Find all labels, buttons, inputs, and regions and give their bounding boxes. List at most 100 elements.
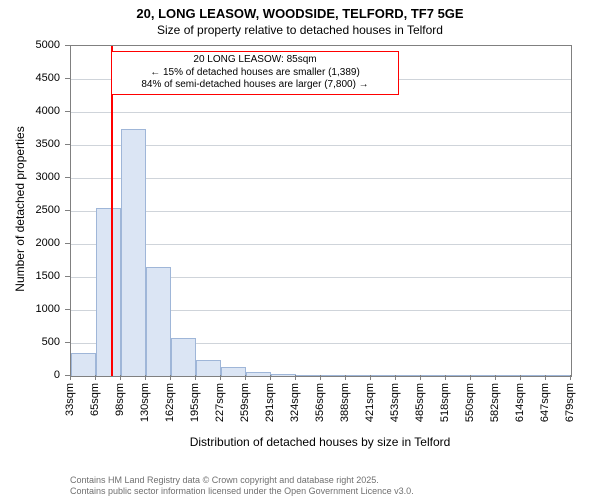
x-tick-mark bbox=[445, 375, 446, 380]
x-tick-mark bbox=[270, 375, 271, 380]
x-tick-label: 614sqm bbox=[514, 383, 526, 422]
y-tick-label: 1500 bbox=[0, 270, 60, 282]
histogram-bar bbox=[71, 353, 96, 376]
histogram-bar bbox=[471, 375, 496, 376]
x-tick-label: 227sqm bbox=[214, 383, 226, 422]
histogram-bar bbox=[396, 375, 421, 376]
histogram-bar bbox=[496, 375, 521, 376]
histogram-bar bbox=[446, 375, 471, 376]
x-tick-mark bbox=[170, 375, 171, 380]
histogram-bar bbox=[346, 375, 371, 376]
x-tick-label: 162sqm bbox=[164, 383, 176, 422]
y-tick-mark bbox=[65, 111, 70, 112]
y-tick-label: 3000 bbox=[0, 171, 60, 183]
x-tick-label: 453sqm bbox=[389, 383, 401, 422]
y-tick-mark bbox=[65, 45, 70, 46]
histogram-bar bbox=[221, 367, 246, 376]
grid-line bbox=[71, 244, 571, 245]
histogram-bar bbox=[421, 375, 446, 376]
y-tick-label: 0 bbox=[0, 369, 60, 381]
histogram-bar bbox=[121, 129, 146, 377]
annotation-line: 84% of semi-detached houses are larger (… bbox=[116, 79, 394, 92]
x-tick-label: 485sqm bbox=[414, 383, 426, 422]
x-tick-label: 291sqm bbox=[264, 383, 276, 422]
y-tick-label: 4500 bbox=[0, 72, 60, 84]
chart-container: { "title": { "main": "20, LONG LEASOW, W… bbox=[0, 0, 600, 500]
y-tick-label: 2000 bbox=[0, 237, 60, 249]
y-tick-mark bbox=[65, 78, 70, 79]
x-tick-mark bbox=[395, 375, 396, 380]
x-tick-mark bbox=[370, 375, 371, 380]
y-tick-mark bbox=[65, 177, 70, 178]
x-tick-label: 421sqm bbox=[364, 383, 376, 422]
x-tick-label: 679sqm bbox=[564, 383, 576, 422]
chart-title-sub: Size of property relative to detached ho… bbox=[0, 23, 600, 37]
x-tick-label: 324sqm bbox=[289, 383, 301, 422]
x-tick-label: 356sqm bbox=[314, 383, 326, 422]
x-axis-label: Distribution of detached houses by size … bbox=[70, 435, 570, 449]
x-tick-mark bbox=[295, 375, 296, 380]
x-tick-mark bbox=[70, 375, 71, 380]
histogram-bar bbox=[171, 338, 196, 376]
property-marker-line bbox=[111, 46, 113, 376]
x-tick-label: 259sqm bbox=[239, 383, 251, 422]
x-tick-mark bbox=[95, 375, 96, 380]
histogram-bar bbox=[146, 267, 171, 376]
x-tick-mark bbox=[545, 375, 546, 380]
y-tick-label: 1000 bbox=[0, 303, 60, 315]
chart-title-main: 20, LONG LEASOW, WOODSIDE, TELFORD, TF7 … bbox=[0, 6, 600, 21]
x-tick-mark bbox=[120, 375, 121, 380]
x-tick-mark bbox=[495, 375, 496, 380]
attribution-text: Contains HM Land Registry data © Crown c… bbox=[70, 475, 414, 497]
x-tick-mark bbox=[470, 375, 471, 380]
annotation-line: 20 LONG LEASOW: 85sqm bbox=[116, 54, 394, 67]
y-tick-label: 4000 bbox=[0, 105, 60, 117]
histogram-bar bbox=[96, 208, 121, 376]
histogram-bar bbox=[296, 375, 321, 376]
attribution-line: Contains HM Land Registry data © Crown c… bbox=[70, 475, 414, 486]
grid-line bbox=[71, 211, 571, 212]
histogram-bar bbox=[196, 360, 221, 377]
attribution-line: Contains public sector information licen… bbox=[70, 486, 414, 497]
x-tick-mark bbox=[420, 375, 421, 380]
x-tick-label: 550sqm bbox=[464, 383, 476, 422]
x-tick-mark bbox=[320, 375, 321, 380]
histogram-bar bbox=[521, 375, 546, 376]
x-tick-label: 33sqm bbox=[64, 383, 76, 416]
y-tick-label: 5000 bbox=[0, 39, 60, 51]
x-tick-label: 388sqm bbox=[339, 383, 351, 422]
y-tick-mark bbox=[65, 144, 70, 145]
x-tick-label: 647sqm bbox=[539, 383, 551, 422]
x-tick-mark bbox=[195, 375, 196, 380]
x-tick-mark bbox=[220, 375, 221, 380]
x-tick-mark bbox=[245, 375, 246, 380]
grid-line bbox=[71, 178, 571, 179]
plot-area: 20 LONG LEASOW: 85sqm← 15% of detached h… bbox=[70, 45, 572, 377]
y-tick-mark bbox=[65, 342, 70, 343]
grid-line bbox=[71, 112, 571, 113]
x-tick-mark bbox=[145, 375, 146, 380]
x-tick-label: 195sqm bbox=[189, 383, 201, 422]
x-tick-mark bbox=[345, 375, 346, 380]
grid-line bbox=[71, 145, 571, 146]
histogram-bar bbox=[321, 375, 346, 376]
y-tick-mark bbox=[65, 276, 70, 277]
x-tick-label: 65sqm bbox=[89, 383, 101, 416]
histogram-bar bbox=[271, 374, 296, 376]
histogram-bar bbox=[371, 375, 396, 376]
x-tick-label: 98sqm bbox=[114, 383, 126, 416]
y-tick-label: 500 bbox=[0, 336, 60, 348]
x-tick-mark bbox=[570, 375, 571, 380]
histogram-bar bbox=[546, 375, 571, 376]
annotation-line: ← 15% of detached houses are smaller (1,… bbox=[116, 67, 394, 80]
y-tick-mark bbox=[65, 309, 70, 310]
x-tick-label: 518sqm bbox=[439, 383, 451, 422]
y-tick-mark bbox=[65, 243, 70, 244]
x-tick-label: 130sqm bbox=[139, 383, 151, 422]
y-tick-label: 2500 bbox=[0, 204, 60, 216]
histogram-bar bbox=[246, 372, 271, 376]
x-tick-mark bbox=[520, 375, 521, 380]
x-tick-label: 582sqm bbox=[489, 383, 501, 422]
annotation-box: 20 LONG LEASOW: 85sqm← 15% of detached h… bbox=[111, 51, 399, 95]
y-tick-label: 3500 bbox=[0, 138, 60, 150]
